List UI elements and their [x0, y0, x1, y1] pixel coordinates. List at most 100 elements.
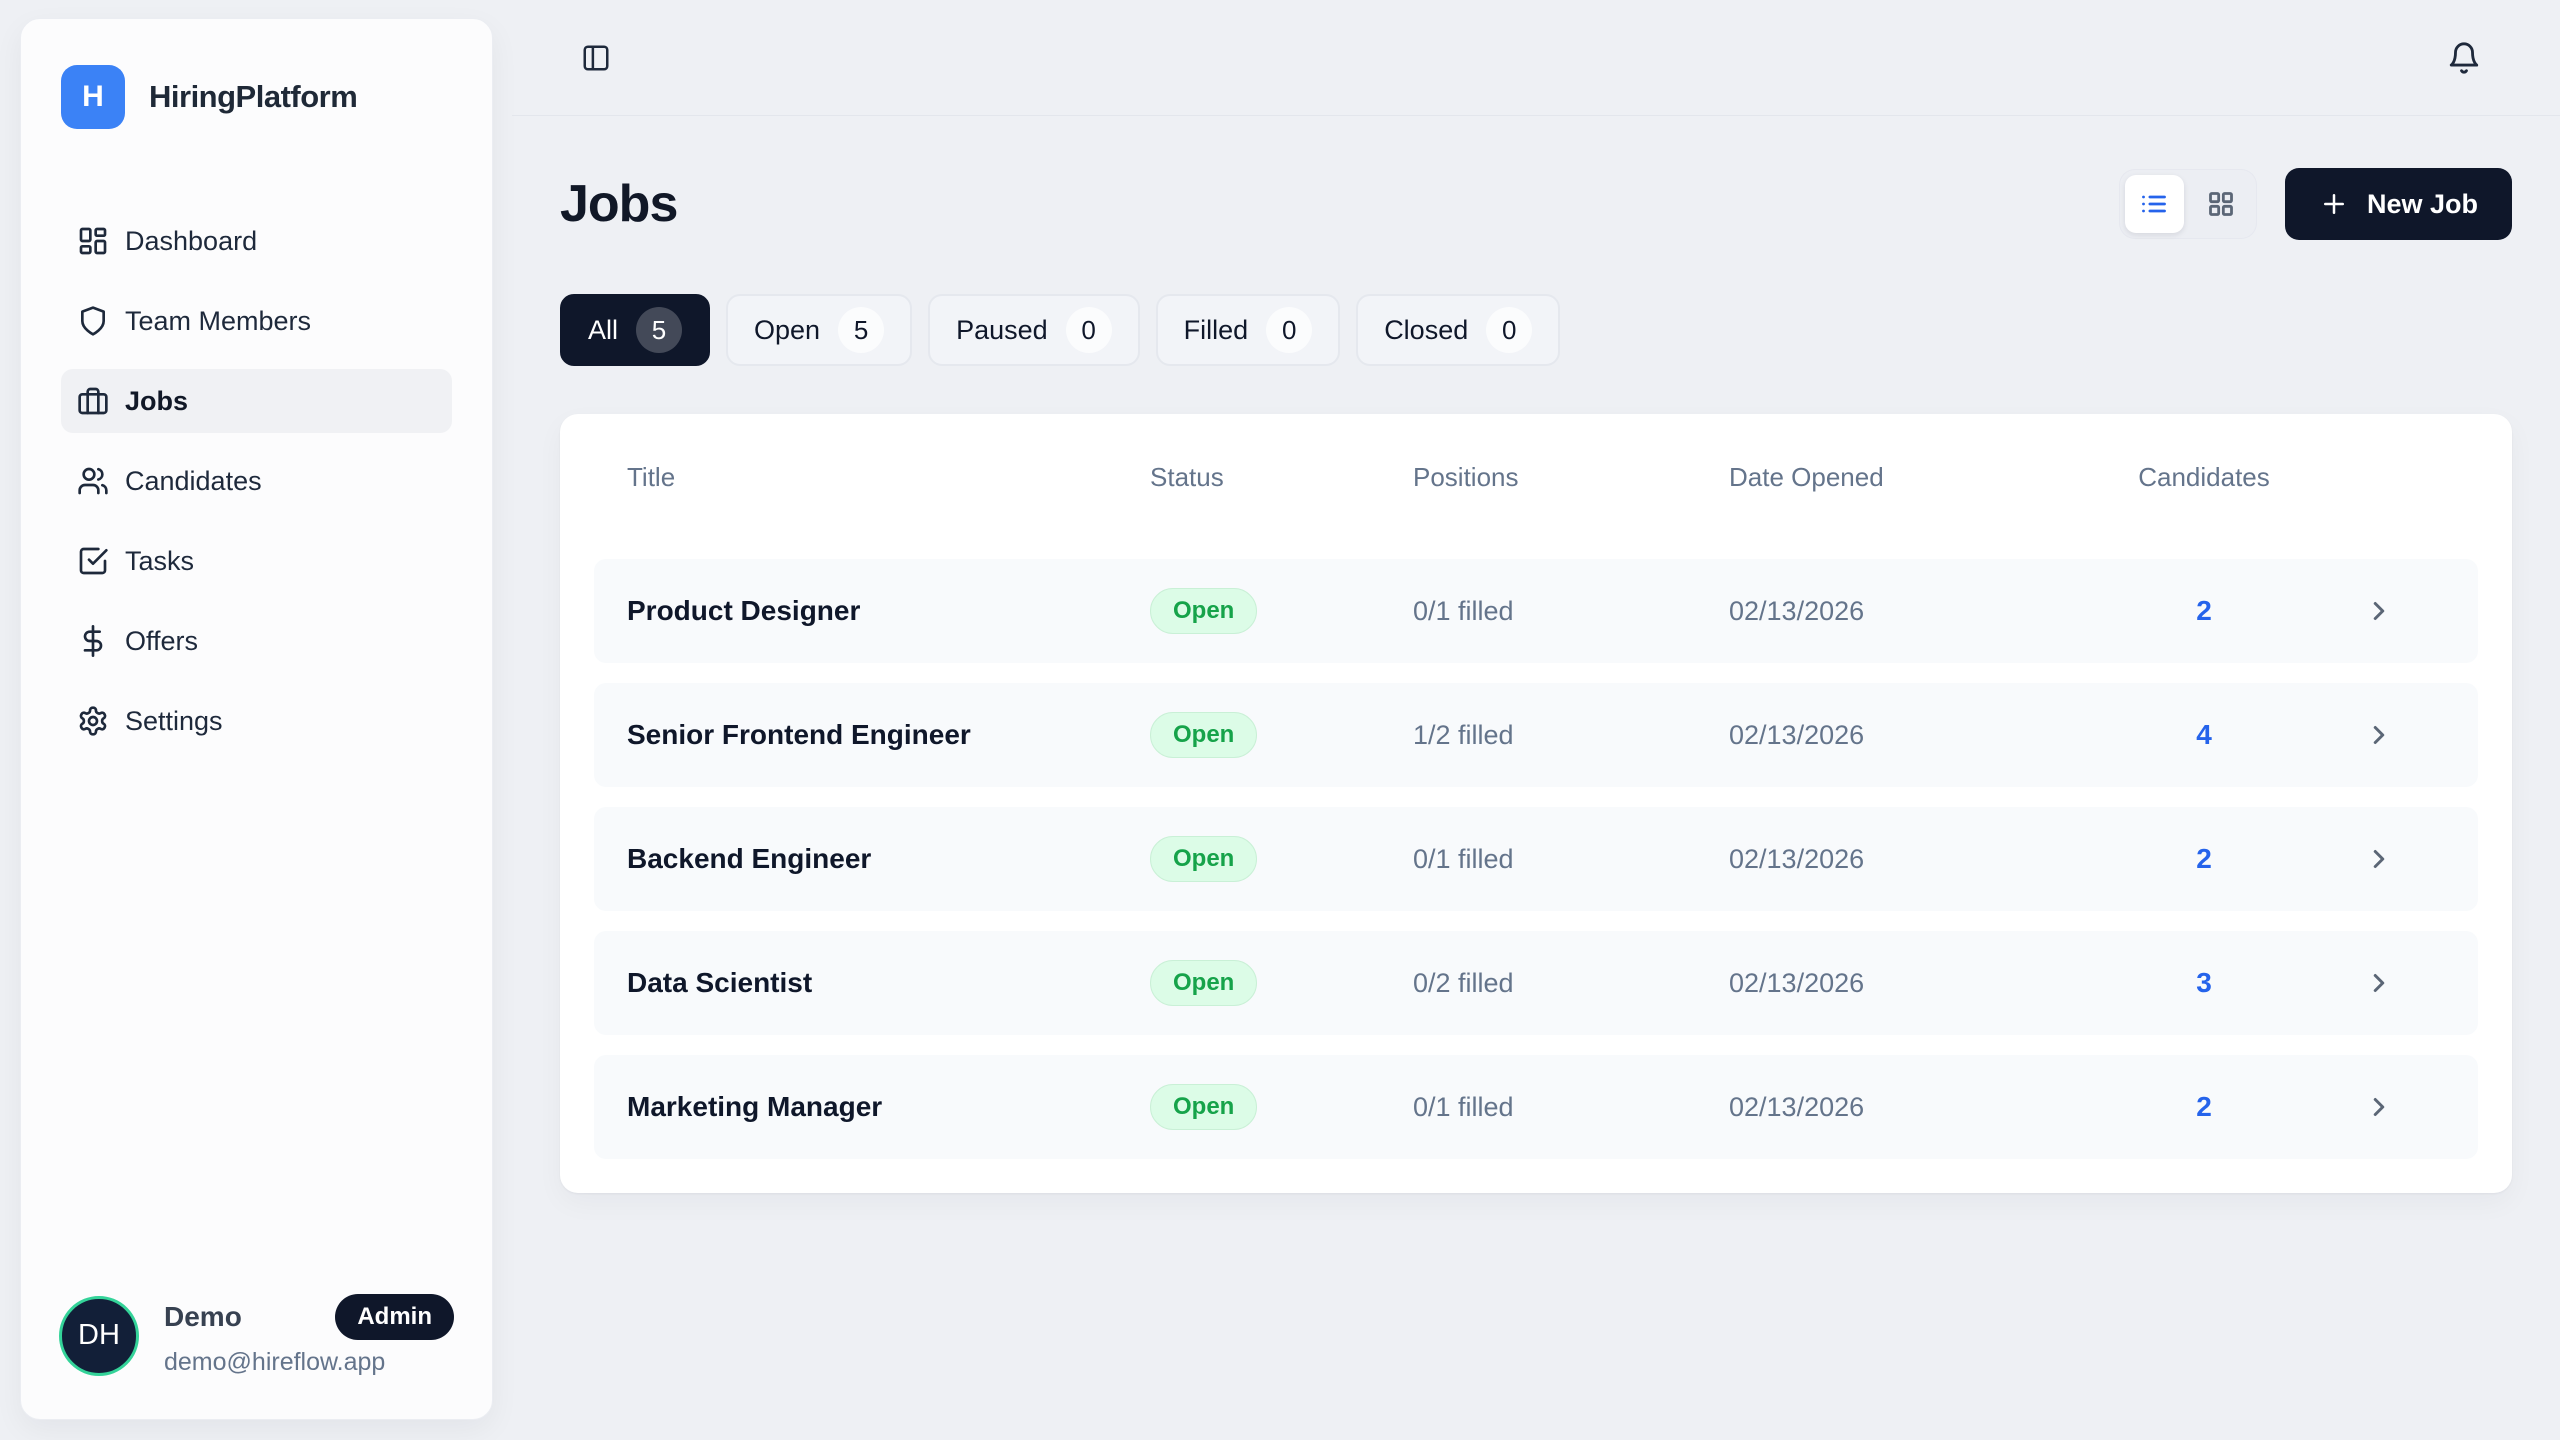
- dashboard-icon: [77, 225, 109, 257]
- list-view-button[interactable]: [2124, 175, 2184, 233]
- date-opened-cell: 02/13/2026: [1729, 1091, 1865, 1122]
- gear-icon: [77, 705, 109, 737]
- chevron-right-icon: [2364, 844, 2394, 874]
- status-cell: Open: [1150, 960, 1413, 1006]
- filter-tab-paused[interactable]: Paused 0: [928, 294, 1140, 366]
- column-header-positions: Positions: [1413, 462, 1519, 492]
- filter-count-badge: 0: [1486, 307, 1533, 353]
- sidebar-item-label: Team Members: [125, 305, 312, 336]
- filter-label: Closed: [1384, 314, 1469, 345]
- status-badge: Open: [1150, 836, 1258, 882]
- sidebar-toggle-button[interactable]: [574, 36, 618, 80]
- user-top: Demo Admin: [164, 1294, 454, 1340]
- filter-count-badge: 0: [1065, 307, 1112, 353]
- status-badge: Open: [1150, 712, 1258, 758]
- user-email: demo@hireflow.app: [164, 1348, 386, 1376]
- status-cell: Open: [1150, 836, 1413, 882]
- user-meta: Demo Admin demo@hireflow.app: [164, 1294, 454, 1377]
- sidebar: H HiringPlatform Dashboard Team Members …: [20, 18, 493, 1420]
- filter-tabs: All 5 Open 5 Paused 0 Filled 0: [560, 294, 2512, 366]
- chevron-right-icon: [2364, 968, 2394, 998]
- positions-cell: 0/2 filled: [1413, 967, 1514, 998]
- row-open-cell: [2280, 720, 2478, 750]
- user-profile[interactable]: DH Demo Admin demo@hireflow.app: [21, 1294, 492, 1419]
- filter-count-badge: 5: [636, 307, 683, 353]
- job-row-senior-frontend-engineer[interactable]: Senior Frontend Engineer Open 1/2 filled…: [594, 683, 2478, 787]
- filter-label: Filled: [1183, 314, 1249, 345]
- user-name: Demo: [164, 1301, 242, 1332]
- positions-cell: 1/2 filled: [1413, 719, 1514, 750]
- sidebar-item-tasks[interactable]: Tasks: [61, 529, 452, 593]
- shield-icon: [77, 305, 109, 337]
- main-area: Jobs: [512, 0, 2560, 1440]
- content: Jobs: [512, 168, 2560, 1193]
- tasks-icon: [77, 545, 109, 577]
- status-cell: Open: [1150, 1084, 1413, 1130]
- sidebar-item-label: Candidates: [125, 465, 262, 496]
- candidates-count-link[interactable]: 3: [2196, 967, 2212, 998]
- sidebar-item-jobs[interactable]: Jobs: [61, 369, 452, 433]
- date-opened-cell: 02/13/2026: [1729, 719, 1865, 750]
- users-icon: [77, 465, 109, 497]
- filter-label: Paused: [956, 314, 1048, 345]
- notifications-button[interactable]: [2442, 36, 2486, 80]
- job-row-product-designer[interactable]: Product Designer Open 0/1 filled 02/13/2…: [594, 559, 2478, 663]
- sidebar-item-settings[interactable]: Settings: [61, 689, 452, 753]
- job-row-data-scientist[interactable]: Data Scientist Open 0/2 filled 02/13/202…: [594, 931, 2478, 1035]
- sidebar-item-offers[interactable]: Offers: [61, 609, 452, 673]
- filter-label: Open: [754, 314, 821, 345]
- briefcase-icon: [77, 385, 109, 417]
- sidebar-item-label: Tasks: [125, 545, 195, 576]
- job-row-backend-engineer[interactable]: Backend Engineer Open 0/1 filled 02/13/2…: [594, 807, 2478, 911]
- filter-tab-filled[interactable]: Filled 0: [1155, 294, 1341, 366]
- status-badge: Open: [1150, 960, 1258, 1006]
- page-header: Jobs: [560, 168, 2512, 240]
- chevron-right-icon: [2364, 720, 2394, 750]
- candidates-count-link[interactable]: 2: [2196, 595, 2212, 626]
- app-logo: H HiringPlatform: [21, 19, 492, 129]
- new-job-button[interactable]: New Job: [2284, 168, 2512, 240]
- app-logo-letter: H: [82, 80, 104, 113]
- job-title: Data Scientist: [627, 967, 813, 998]
- filter-tab-all[interactable]: All 5: [560, 294, 711, 366]
- sidebar-item-team-members[interactable]: Team Members: [61, 289, 452, 353]
- status-badge: Open: [1150, 588, 1258, 634]
- row-open-cell: [2280, 968, 2478, 998]
- list-icon: [2140, 190, 2168, 218]
- jobs-table-card: Title Status Positions Date Opened Candi…: [560, 414, 2512, 1193]
- filter-count-badge: 0: [1266, 307, 1313, 353]
- filter-label: All: [588, 314, 619, 345]
- view-toggle: [2118, 169, 2257, 239]
- sidebar-item-label: Settings: [125, 705, 223, 736]
- column-header-candidates: Candidates: [2138, 462, 2270, 492]
- sidebar-item-candidates[interactable]: Candidates: [61, 449, 452, 513]
- column-header-title: Title: [627, 462, 676, 492]
- filter-tab-open[interactable]: Open 5: [726, 294, 913, 366]
- app-name: HiringPlatform: [149, 79, 358, 114]
- sidebar-nav: Dashboard Team Members Jobs Candidates T…: [61, 209, 452, 753]
- candidates-count-link[interactable]: 2: [2196, 843, 2212, 874]
- avatar: DH: [59, 1295, 139, 1376]
- new-job-label: New Job: [2366, 188, 2478, 219]
- sidebar-item-label: Jobs: [125, 385, 189, 416]
- candidates-count-link[interactable]: 2: [2196, 1091, 2212, 1122]
- grid-view-button[interactable]: [2192, 175, 2251, 233]
- grid-icon: [2207, 190, 2235, 218]
- row-open-cell: [2280, 596, 2478, 626]
- bell-icon: [2447, 41, 2481, 75]
- date-opened-cell: 02/13/2026: [1729, 595, 1865, 626]
- plus-icon: [2319, 189, 2349, 219]
- avatar-initials: DH: [78, 1319, 120, 1351]
- sidebar-item-label: Dashboard: [125, 225, 258, 256]
- column-header-date-opened: Date Opened: [1729, 462, 1884, 492]
- job-row-marketing-manager[interactable]: Marketing Manager Open 0/1 filled 02/13/…: [594, 1055, 2478, 1159]
- topbar: [512, 0, 2560, 116]
- dollar-icon: [77, 625, 109, 657]
- table-body: Product Designer Open 0/1 filled 02/13/2…: [594, 559, 2478, 1159]
- filter-count-badge: 5: [838, 307, 885, 353]
- job-title: Product Designer: [627, 595, 861, 626]
- sidebar-item-dashboard[interactable]: Dashboard: [61, 209, 452, 273]
- job-title: Senior Frontend Engineer: [627, 719, 971, 750]
- filter-tab-closed[interactable]: Closed 0: [1356, 294, 1561, 366]
- candidates-count-link[interactable]: 4: [2196, 719, 2212, 750]
